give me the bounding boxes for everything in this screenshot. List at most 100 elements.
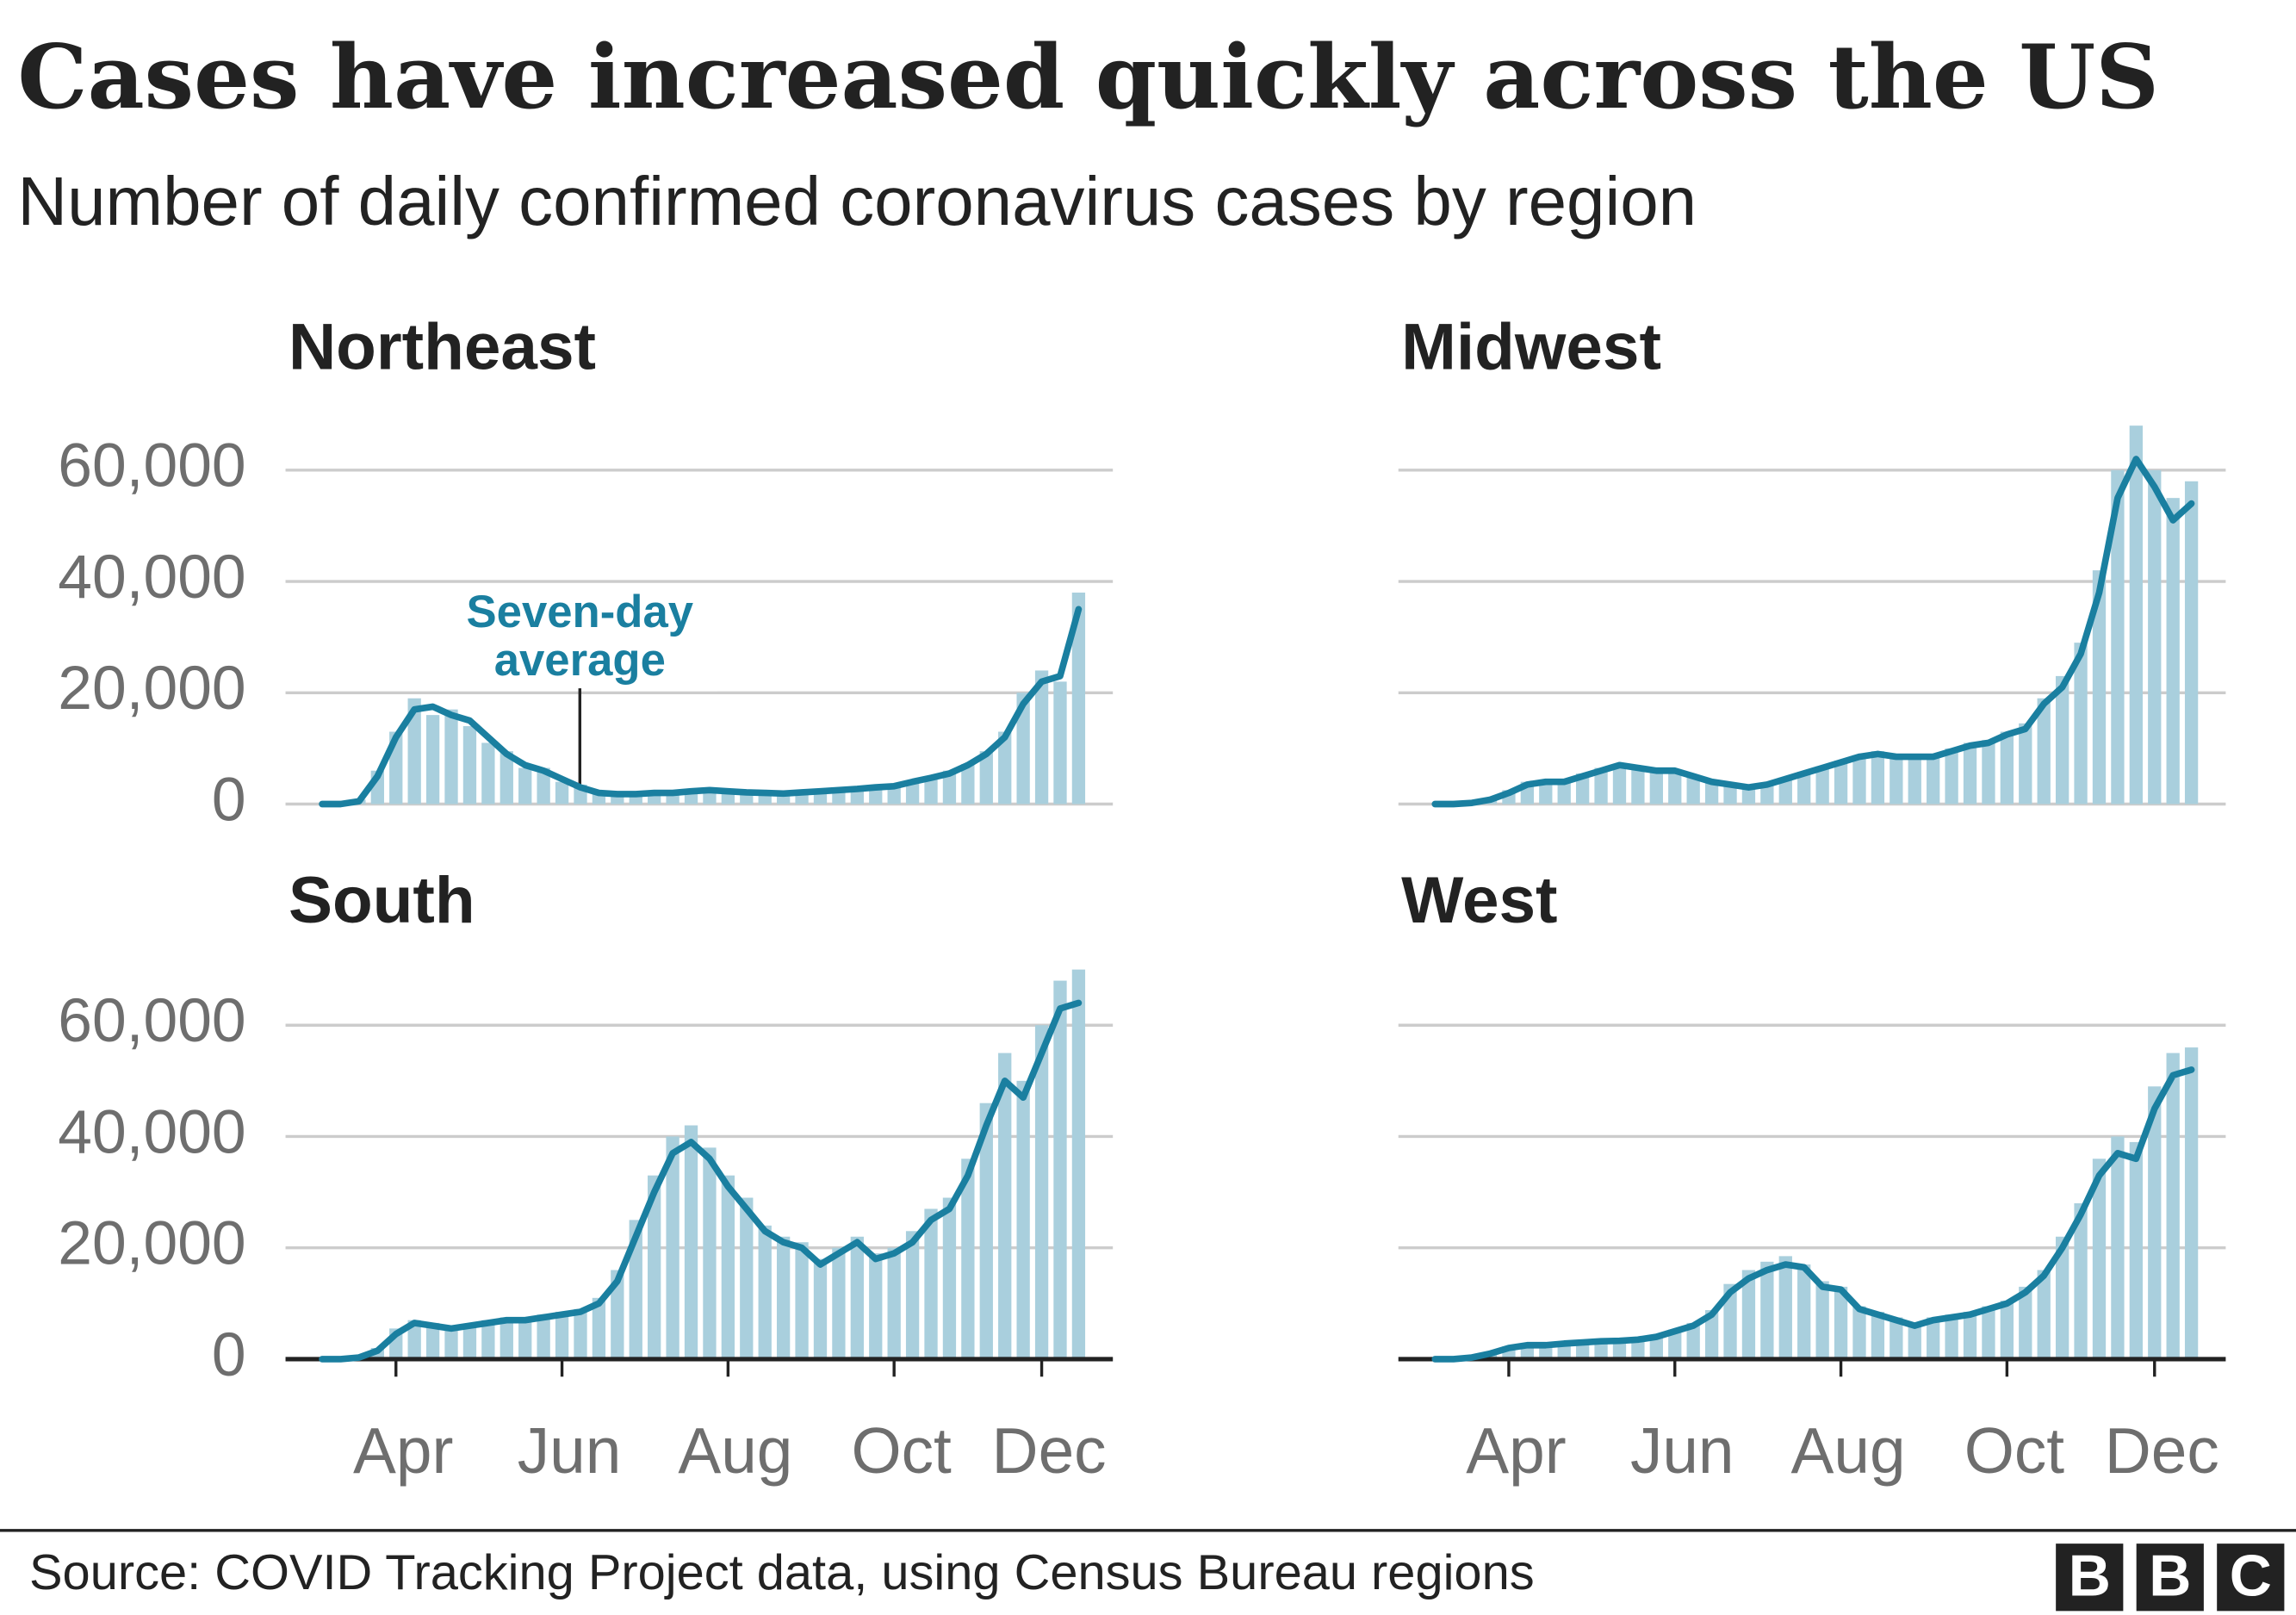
bar bbox=[537, 1314, 550, 1359]
bar bbox=[518, 767, 532, 804]
bar bbox=[1704, 1310, 1719, 1359]
bar bbox=[703, 1147, 717, 1359]
bar bbox=[1982, 1306, 1995, 1359]
bar bbox=[1871, 751, 1885, 804]
bar bbox=[444, 1326, 458, 1359]
bar bbox=[1723, 1283, 1737, 1359]
average-line bbox=[1431, 1066, 2195, 1363]
bar bbox=[537, 767, 550, 804]
bar bbox=[648, 1175, 661, 1359]
bar bbox=[555, 1311, 569, 1359]
bar bbox=[2000, 731, 2014, 804]
chart-title: Cases have increased quickly across the … bbox=[17, 26, 2159, 129]
annotation: Seven-day bbox=[467, 587, 694, 637]
bar bbox=[1686, 777, 1700, 804]
logo-block bbox=[2136, 1544, 2204, 1612]
y-tick-label: 20,000 bbox=[58, 1209, 245, 1278]
logo-block bbox=[2217, 1544, 2285, 1612]
bar bbox=[684, 1125, 698, 1359]
bar bbox=[832, 1247, 846, 1359]
bar bbox=[1945, 1314, 1958, 1359]
bar bbox=[998, 1053, 1012, 1359]
bar bbox=[2019, 723, 2032, 804]
bar bbox=[905, 780, 920, 804]
bar bbox=[592, 1297, 606, 1359]
bar bbox=[1053, 681, 1067, 804]
bar bbox=[611, 1270, 624, 1359]
bar bbox=[887, 787, 901, 804]
bar bbox=[740, 1197, 754, 1359]
x-tick-label: Aug bbox=[678, 1414, 792, 1487]
bar bbox=[462, 726, 477, 804]
bar bbox=[2129, 425, 2143, 804]
average-line bbox=[319, 999, 1083, 1363]
bar bbox=[2037, 1270, 2051, 1359]
bar bbox=[2111, 469, 2125, 804]
bar bbox=[1963, 1311, 1977, 1359]
bar bbox=[2092, 1158, 2107, 1359]
x-tick-label: Apr bbox=[1466, 1414, 1566, 1487]
bar bbox=[850, 1236, 864, 1359]
bar bbox=[2129, 1141, 2143, 1359]
y-tick-label: 0 bbox=[212, 1320, 246, 1389]
bar bbox=[1982, 740, 1995, 804]
bar bbox=[758, 1225, 772, 1359]
bar bbox=[1871, 1311, 1885, 1359]
bar bbox=[942, 770, 957, 804]
bar bbox=[481, 1320, 495, 1359]
bar bbox=[1631, 1338, 1645, 1359]
bar bbox=[2055, 675, 2070, 804]
bar bbox=[979, 751, 993, 804]
bar bbox=[1927, 1317, 1940, 1359]
panel-title: South bbox=[289, 864, 475, 937]
y-tick-label: 0 bbox=[212, 765, 246, 834]
panel-title: Northeast bbox=[289, 310, 596, 383]
bar bbox=[813, 792, 828, 804]
bar bbox=[574, 1308, 587, 1359]
bar bbox=[1668, 772, 1682, 804]
bar bbox=[2055, 1236, 2070, 1359]
x-tick-label: Apr bbox=[353, 1414, 453, 1487]
bar bbox=[444, 709, 458, 804]
x-tick-label: Dec bbox=[992, 1414, 1107, 1487]
y-tick-label: 40,000 bbox=[58, 543, 245, 612]
bar bbox=[1741, 1270, 1756, 1359]
bar bbox=[500, 1317, 513, 1359]
bar bbox=[1778, 777, 1792, 804]
average-line bbox=[1431, 456, 2195, 808]
bar bbox=[2166, 1053, 2180, 1359]
bar bbox=[1594, 767, 1608, 804]
bar bbox=[961, 1158, 975, 1359]
bar bbox=[462, 1324, 477, 1359]
bar bbox=[942, 1197, 957, 1359]
y-tick-label: 60,000 bbox=[58, 432, 245, 500]
bar bbox=[481, 742, 495, 804]
panel-title: West bbox=[1401, 864, 1557, 937]
bar bbox=[887, 1247, 901, 1359]
bar bbox=[1834, 1286, 1848, 1359]
panel-title: Midwest bbox=[1401, 310, 1661, 383]
bar bbox=[1686, 1322, 1700, 1359]
bar bbox=[721, 1175, 735, 1359]
bar bbox=[1778, 1256, 1792, 1359]
bar bbox=[629, 1220, 642, 1359]
bar bbox=[1034, 670, 1049, 804]
bar bbox=[1945, 748, 1958, 804]
bar bbox=[1071, 969, 1086, 1359]
bar bbox=[1612, 763, 1627, 804]
bar bbox=[1594, 1339, 1608, 1359]
x-tick-label: Dec bbox=[2105, 1414, 2219, 1487]
bar bbox=[1815, 1281, 1829, 1359]
bar bbox=[407, 1320, 421, 1359]
bar bbox=[1741, 787, 1756, 804]
bar bbox=[1890, 1317, 1903, 1359]
logo-letter: B bbox=[2149, 1544, 2191, 1609]
y-tick-label: 40,000 bbox=[58, 1097, 245, 1166]
bar bbox=[1631, 768, 1645, 804]
bar bbox=[1797, 772, 1811, 804]
bar bbox=[1016, 1080, 1030, 1359]
bar bbox=[1908, 1324, 1921, 1359]
bar bbox=[924, 1208, 938, 1359]
bar bbox=[2148, 469, 2162, 804]
